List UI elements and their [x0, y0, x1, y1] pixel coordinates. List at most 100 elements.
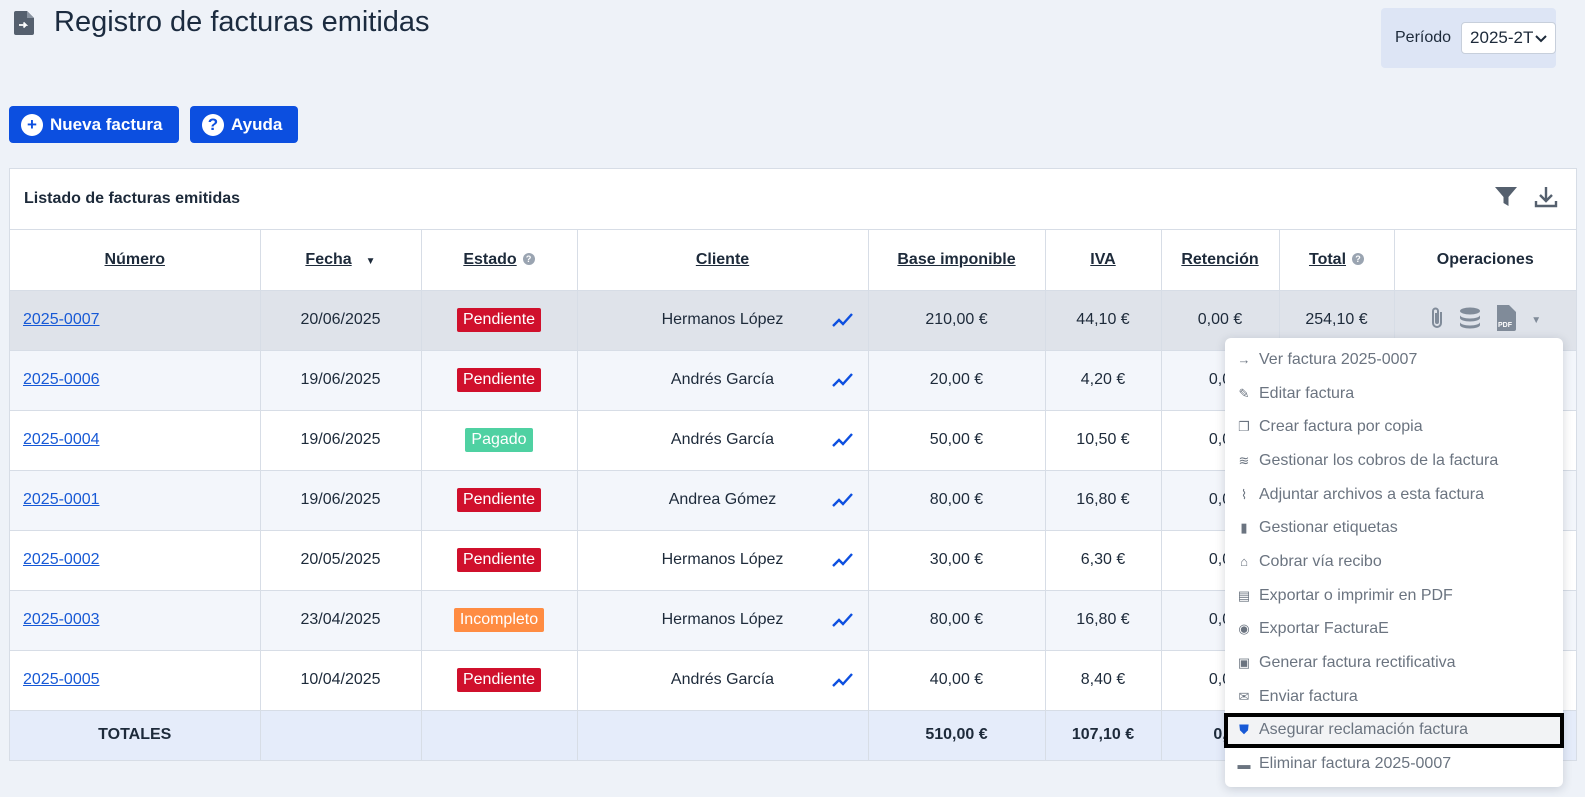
envelope-icon: ✉ [1238, 688, 1250, 704]
menu-item-trash[interactable]: ▬ Eliminar factura 2025-0007 [1225, 747, 1563, 781]
coins-icon[interactable] [1459, 307, 1481, 334]
date-cell: 10/04/2025 [260, 650, 422, 711]
help-icon: ? [1352, 252, 1365, 265]
menu-item-bookmark[interactable]: ▮ Gestionar etiquetas [1225, 511, 1563, 545]
download-icon[interactable] [1534, 185, 1558, 214]
invoice-number-link[interactable]: 2025-0003 [23, 611, 100, 628]
col-retencion[interactable]: Retención [1161, 230, 1280, 291]
menu-item-file-plus[interactable]: ▣ Generar factura rectificativa [1225, 646, 1563, 680]
base-cell: 80,00 € [868, 470, 1046, 531]
totals-iva: 107,10 € [1045, 710, 1162, 761]
status-cell: Pendiente [421, 530, 578, 591]
client-name: Hermanos López [661, 311, 784, 328]
base-cell: 20,00 € [868, 350, 1046, 411]
col-iva[interactable]: IVA [1045, 230, 1162, 291]
menu-item-envelope[interactable]: ✉ Enviar factura [1225, 680, 1563, 714]
invoice-number-link[interactable]: 2025-0001 [23, 491, 100, 508]
base-cell: 80,00 € [868, 590, 1046, 651]
question-circle-icon: ? [202, 113, 224, 136]
invoice-number-link[interactable]: 2025-0005 [23, 671, 100, 688]
operations-icons: PDF ▼ [1395, 304, 1577, 336]
filter-icon[interactable] [1494, 185, 1518, 214]
help-label: Ayuda [231, 114, 283, 134]
invoice-number-link[interactable]: 2025-0006 [23, 371, 100, 388]
menu-item-pdf[interactable]: ▤ Exportar o imprimir en PDF [1225, 579, 1563, 613]
invoice-number-link[interactable]: 2025-0002 [23, 551, 100, 568]
trend-chart-icon[interactable] [831, 672, 854, 693]
trend-chart-icon[interactable] [831, 432, 854, 453]
client-cell: Andrés García [577, 650, 869, 711]
menu-item-pencil[interactable]: ✎ Editar factura [1225, 377, 1563, 411]
trend-chart-icon[interactable] [831, 492, 854, 513]
menu-item-arrow-right[interactable]: → Ver factura 2025-0007 [1225, 343, 1563, 377]
status-cell: Pagado [421, 410, 578, 471]
caret-down-icon[interactable]: ▼ [1531, 314, 1542, 326]
menu-item-label: Cobrar vía recibo [1259, 552, 1382, 570]
menu-item-label: Gestionar los cobros de la factura [1259, 451, 1499, 469]
trend-chart-icon[interactable] [831, 552, 854, 573]
menu-item-bank[interactable]: ⌂ Cobrar vía recibo [1225, 545, 1563, 579]
menu-item-paperclip[interactable]: ⌇ Adjuntar archivos a esta factura [1225, 478, 1563, 512]
panel-header: Listado de facturas emitidas [10, 169, 1576, 230]
totals-label: TOTALES [10, 710, 261, 761]
iva-cell: 44,10 € [1045, 290, 1162, 351]
col-operaciones: Operaciones [1394, 230, 1576, 291]
paperclip-icon[interactable] [1429, 306, 1445, 335]
menu-item-label: Generar factura rectificativa [1259, 654, 1456, 672]
menu-item-label: Gestionar etiquetas [1259, 519, 1398, 537]
period-value: 2025-2T [1470, 28, 1534, 47]
menu-item-label: Editar factura [1259, 384, 1355, 402]
col-numero[interactable]: Número [10, 230, 261, 291]
pdf-icon[interactable]: PDF [1495, 304, 1517, 336]
status-badge: Incompleto [453, 608, 545, 632]
menu-item-label: Adjuntar archivos a esta factura [1259, 485, 1485, 503]
invoice-number-cell: 2025-0007 [10, 290, 261, 351]
period-label: Período [1395, 29, 1452, 46]
client-cell: Andrés García [577, 410, 869, 471]
file-plus-icon: ▣ [1237, 655, 1251, 671]
menu-item-label: Ver factura 2025-0007 [1259, 350, 1418, 368]
col-estado[interactable]: Estado? [421, 230, 578, 291]
client-cell: Andrea Gómez [577, 470, 869, 531]
help-icon: ? [522, 252, 535, 265]
invoice-number-cell: 2025-0001 [10, 470, 261, 531]
menu-item-facturae[interactable]: ◉ Exportar FacturaE [1225, 613, 1563, 647]
menu-item-label: Enviar factura [1259, 687, 1358, 705]
trend-chart-icon[interactable] [831, 612, 854, 633]
invoice-number-cell: 2025-0004 [10, 410, 261, 471]
status-badge: Pendiente [456, 488, 542, 512]
period-selector: Período 2025-2T [1381, 8, 1556, 68]
status-cell: Pendiente [421, 350, 578, 411]
menu-item-copy[interactable]: ❐ Crear factura por copia [1225, 410, 1563, 444]
col-total[interactable]: Total? [1279, 230, 1395, 291]
col-cliente[interactable]: Cliente [577, 230, 869, 291]
pencil-icon: ✎ [1238, 385, 1250, 401]
client-cell: Hermanos López [577, 530, 869, 591]
status-badge: Pendiente [456, 308, 542, 332]
trend-chart-icon[interactable] [831, 372, 854, 393]
col-base[interactable]: Base imponible [868, 230, 1046, 291]
sort-desc-icon: ▼ [365, 255, 376, 267]
menu-item-shield-check[interactable]: ⛊ Asegurar reclamación factura [1224, 712, 1564, 749]
base-cell: 210,00 € [868, 290, 1046, 351]
date-cell: 23/04/2025 [260, 590, 422, 651]
invoice-number-link[interactable]: 2025-0004 [23, 431, 100, 448]
invoice-number-link[interactable]: 2025-0007 [23, 311, 100, 328]
status-cell: Pendiente [421, 650, 578, 711]
base-cell: 50,00 € [868, 410, 1046, 471]
status-badge: Pendiente [456, 668, 542, 692]
date-cell: 19/06/2025 [260, 350, 422, 411]
operations-menu: → Ver factura 2025-0007 ✎ Editar factura ❐ Cr… [1224, 338, 1564, 787]
table-header-row: Número Fecha ▼ Estado? Cliente Base impon… [10, 230, 1576, 291]
new-invoice-button[interactable]: + Nueva factura [9, 106, 179, 143]
paperclip-icon: ⌇ [1240, 486, 1248, 502]
col-fecha[interactable]: Fecha ▼ [260, 230, 422, 291]
trend-chart-icon[interactable] [831, 312, 854, 333]
totals-base: 510,00 € [868, 710, 1046, 761]
menu-item-coins[interactable]: ≋ Gestionar los cobros de la factura [1225, 444, 1563, 478]
status-cell: Incompleto [421, 590, 578, 651]
date-cell: 19/06/2025 [260, 470, 422, 531]
period-select[interactable]: 2025-2T [1461, 22, 1556, 54]
help-button[interactable]: ? Ayuda [190, 106, 298, 143]
trash-icon: ▬ [1237, 756, 1251, 772]
